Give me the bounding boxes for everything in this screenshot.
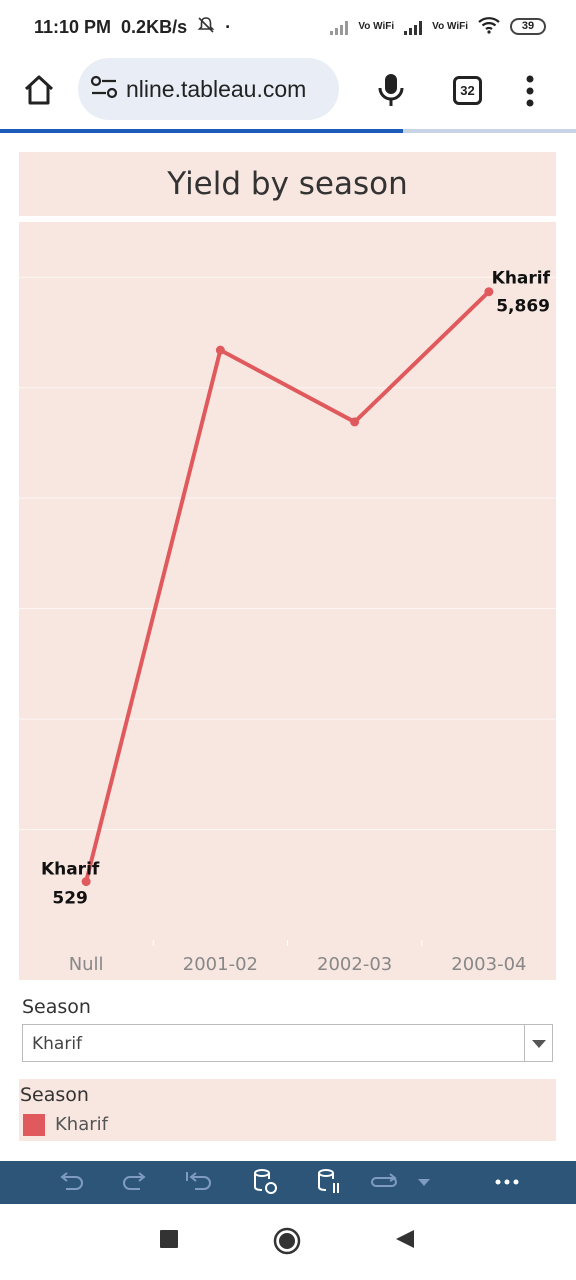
season-filter-dropdown[interactable]: Kharif xyxy=(22,1024,553,1062)
status-speed: 0.2KB/s xyxy=(121,17,188,37)
data-point[interactable] xyxy=(215,345,225,355)
dashboard-title-box: Yield by season xyxy=(19,152,556,216)
pause-updates-icon[interactable] xyxy=(314,1167,344,1197)
home-nav-button[interactable] xyxy=(272,1226,302,1261)
chart-svg: Kharif 529 Kharif 5,869 Null 2001-02 2002-03 20… xyxy=(19,269,556,975)
more-options-button[interactable] xyxy=(520,74,540,108)
signal-icon xyxy=(330,19,349,35)
season-filter-value: Kharif xyxy=(32,1034,83,1054)
dashboard-title: Yield by season xyxy=(167,166,408,202)
data-label-series: Kharif xyxy=(41,860,100,880)
recent-apps-button[interactable] xyxy=(158,1228,180,1255)
tableau-toolbar xyxy=(0,1161,576,1204)
wifi-icon xyxy=(478,16,500,37)
data-point[interactable] xyxy=(350,417,360,427)
voice-search-button[interactable] xyxy=(376,72,406,108)
back-button[interactable] xyxy=(394,1228,416,1255)
data-label-value: 529 xyxy=(52,889,88,909)
more-horiz-icon[interactable] xyxy=(492,1167,522,1197)
legend: Season Kharif xyxy=(19,1079,556,1141)
back-triangle-icon xyxy=(396,1230,414,1248)
x-tick-label: 2003-04 xyxy=(451,954,526,975)
x-tick-label: Null xyxy=(69,954,104,975)
home-button[interactable] xyxy=(22,73,56,107)
microphone-icon xyxy=(378,74,404,106)
legend-title: Season xyxy=(20,1084,89,1106)
tab-switcher-button[interactable]: 32 xyxy=(453,76,482,105)
data-label-series: Kharif xyxy=(492,269,551,289)
more-vert-icon xyxy=(526,75,534,107)
address-bar[interactable]: nline.tableau.com xyxy=(78,58,339,120)
revert-icon[interactable] xyxy=(184,1167,214,1197)
browser-toolbar: nline.tableau.com 32 xyxy=(0,56,576,128)
share-icon[interactable] xyxy=(370,1167,400,1197)
status-left: 11:10 PM 0.2KB/s · xyxy=(34,16,231,39)
page-load-progress xyxy=(0,129,576,133)
season-filter-label: Season xyxy=(22,996,91,1018)
chevron-down-icon[interactable] xyxy=(414,1167,444,1197)
circle-icon xyxy=(273,1227,301,1255)
dropdown-arrow-icon[interactable] xyxy=(524,1025,552,1061)
system-nav-bar xyxy=(0,1204,576,1280)
square-icon xyxy=(160,1230,178,1248)
vowifi-label: Vo WiFi xyxy=(358,21,395,32)
vowifi-label: Vo WiFi xyxy=(432,21,468,32)
home-icon xyxy=(24,75,54,105)
undo-icon[interactable] xyxy=(56,1167,86,1197)
status-right: Vo WiFi Vo WiFi 39 xyxy=(330,16,546,37)
data-label-value: 5,869 xyxy=(496,297,550,317)
refresh-data-icon[interactable] xyxy=(250,1167,280,1197)
legend-swatch[interactable] xyxy=(23,1114,45,1136)
x-tick-label: 2001-02 xyxy=(183,954,258,975)
url-text: nline.tableau.com xyxy=(126,75,307,102)
signal-icon xyxy=(404,19,423,35)
status-bar: 11:10 PM 0.2KB/s · Vo WiFi Vo WiFi 39 xyxy=(0,0,576,56)
line-chart[interactable]: Kharif 529 Kharif 5,869 Null 2001-02 2002-03 20… xyxy=(19,222,556,980)
notification-dot-icon: · xyxy=(225,17,232,37)
data-point[interactable] xyxy=(484,287,494,297)
series-line-kharif[interactable] xyxy=(84,290,491,883)
site-settings-icon[interactable] xyxy=(90,75,118,104)
mute-icon xyxy=(197,16,215,39)
data-point[interactable] xyxy=(81,877,91,887)
status-time: 11:10 PM xyxy=(34,17,112,37)
redo-icon[interactable] xyxy=(120,1167,150,1197)
page-load-progress-fill xyxy=(0,129,404,133)
legend-item-label[interactable]: Kharif xyxy=(55,1114,108,1135)
x-tick-label: 2002-03 xyxy=(317,954,392,975)
battery-icon: 39 xyxy=(510,18,546,35)
